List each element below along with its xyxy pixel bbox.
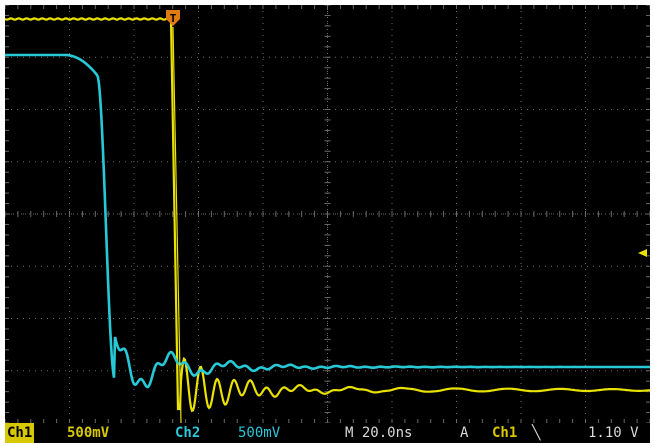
graticule [5,5,650,423]
trigger-level-arrow-icon[interactable] [638,249,647,257]
trigger-marker-label: T [170,12,177,25]
trigger-mode: A [460,425,469,441]
timebase-readout[interactable]: M 20.0ns [345,425,413,441]
ch1-scale[interactable]: 500mV [67,425,110,441]
waveform-screen: T [5,5,650,423]
waveform-plot: T [5,5,650,423]
ch1-waveform [5,17,650,413]
trigger-source[interactable]: Ch1 [492,425,518,441]
ch2-channel-label[interactable]: Ch2 [175,425,201,441]
ch2-waveform [5,53,650,389]
ch1-channel-label[interactable]: Ch1 [5,423,35,443]
trigger-marker-icon[interactable]: T [166,10,180,26]
status-bar: Ch1 500mV Ch2 500mV M 20.0ns A Ch1 ╲ 1.1… [5,423,650,443]
trigger-position-line [172,26,182,423]
falling-edge-icon: ╲ [532,425,541,441]
ch2-scale[interactable]: 500mV [238,425,281,441]
trigger-level-readout[interactable]: 1.10 V [588,425,639,441]
